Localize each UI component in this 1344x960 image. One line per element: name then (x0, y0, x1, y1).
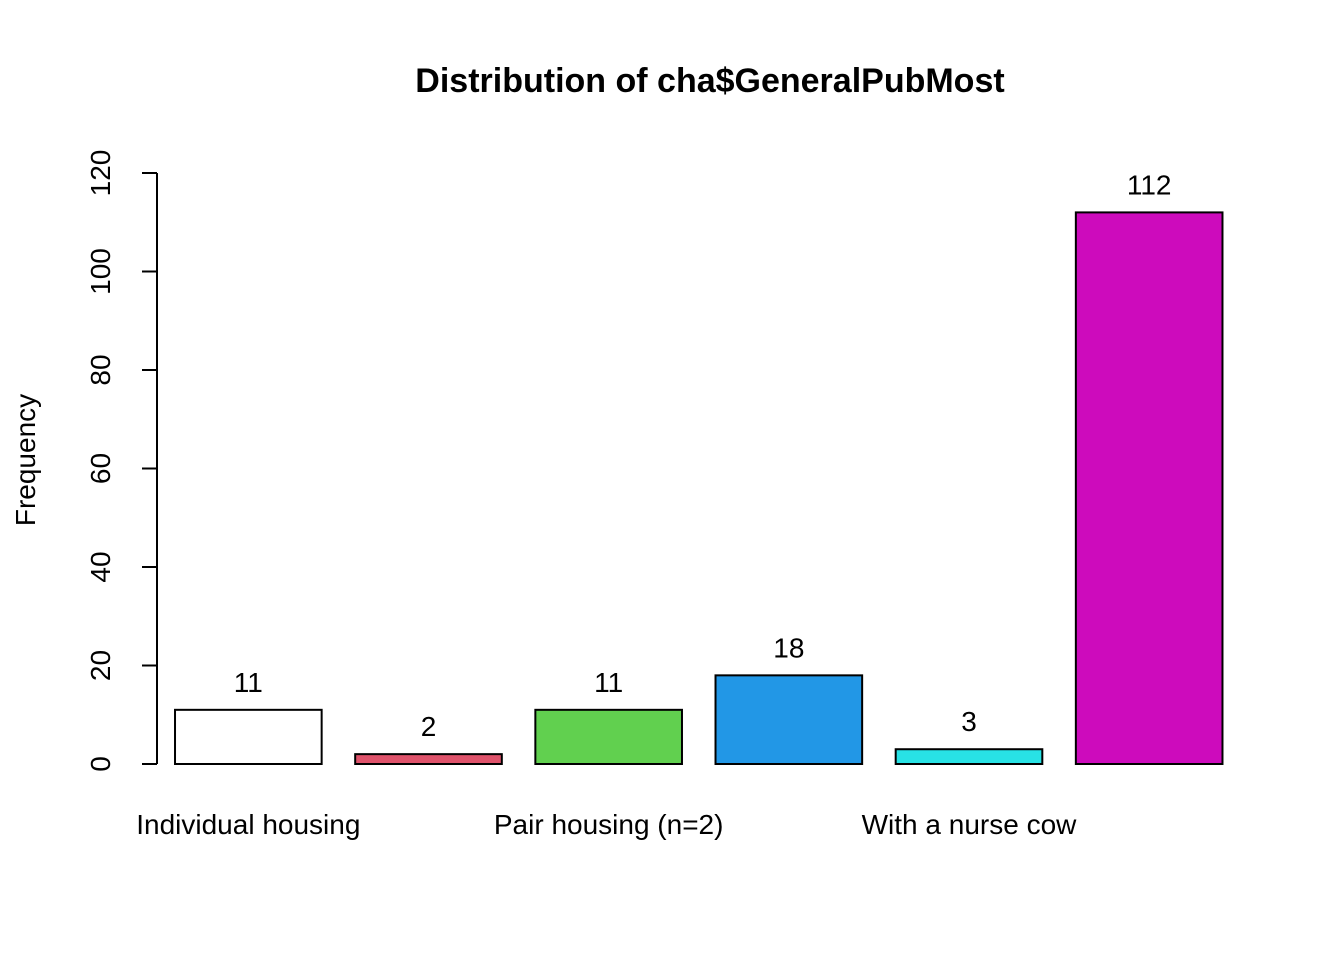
y-tick-label: 0 (85, 756, 116, 772)
bar (354, 753, 503, 766)
bar-value-label: 11 (234, 667, 263, 698)
bar (714, 674, 864, 765)
bar-value-label: 112 (1127, 169, 1172, 200)
y-tick-label: 20 (85, 650, 116, 681)
bar-value-label: 11 (594, 667, 623, 698)
x-category-label: With a nurse cow (862, 809, 1078, 840)
bar (534, 708, 683, 766)
y-tick-label: 40 (85, 551, 116, 582)
y-tick-label: 60 (85, 453, 116, 484)
x-category-label: Pair housing (n=2) (494, 809, 724, 840)
y-tick-label: 80 (85, 354, 116, 385)
x-category-label: Individual housing (136, 809, 360, 840)
y-tick-label: 120 (85, 150, 116, 197)
y-axis-ticks: 0 20 40 60 80 100 120 (85, 150, 157, 772)
bars-group (174, 211, 1224, 766)
chart-title: Distribution of cha$GeneralPubMost (415, 62, 1004, 100)
bar-value-label: 2 (421, 711, 437, 742)
bar-value-label: 18 (773, 632, 804, 663)
bar-value-label: 3 (961, 706, 977, 737)
bar (894, 748, 1044, 765)
bar (1074, 211, 1224, 765)
bar (174, 708, 323, 766)
y-tick-label: 100 (85, 248, 116, 295)
y-axis-label: Frequency (10, 394, 41, 526)
category-labels-group: Individual housing Pair housing (n=2) With… (136, 809, 1077, 840)
